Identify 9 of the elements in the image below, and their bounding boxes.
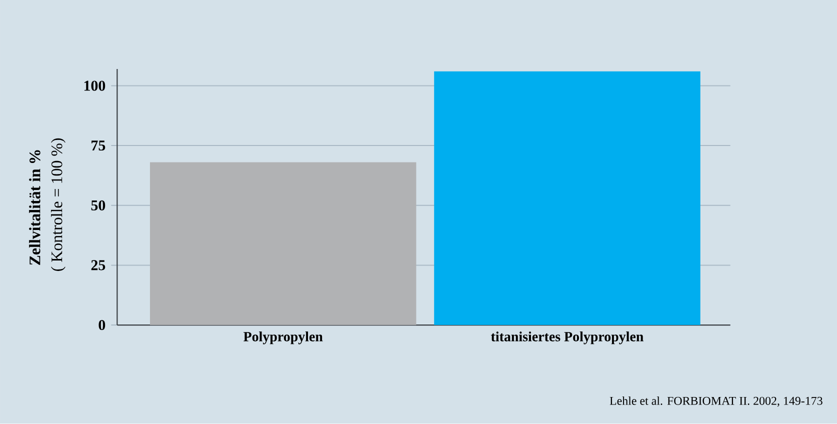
- y-axis-title: Zellvitalität in % ( Kontrolle = 100 %): [29, 138, 66, 272]
- x-tick-label: Polypropylen: [244, 332, 323, 344]
- x-tick-label: titanisiertes Polypropylen: [491, 332, 644, 344]
- y-tick-label: 25: [91, 260, 106, 270]
- y-tick-label: 0: [98, 320, 106, 330]
- y-tick-label: 100: [84, 80, 106, 91]
- y-tick-label: 50: [91, 200, 106, 211]
- y-tick-label: 75: [92, 140, 106, 151]
- text: Lehle et al. FORBIOMAT II. 2002, 149-173: [610, 396, 822, 407]
